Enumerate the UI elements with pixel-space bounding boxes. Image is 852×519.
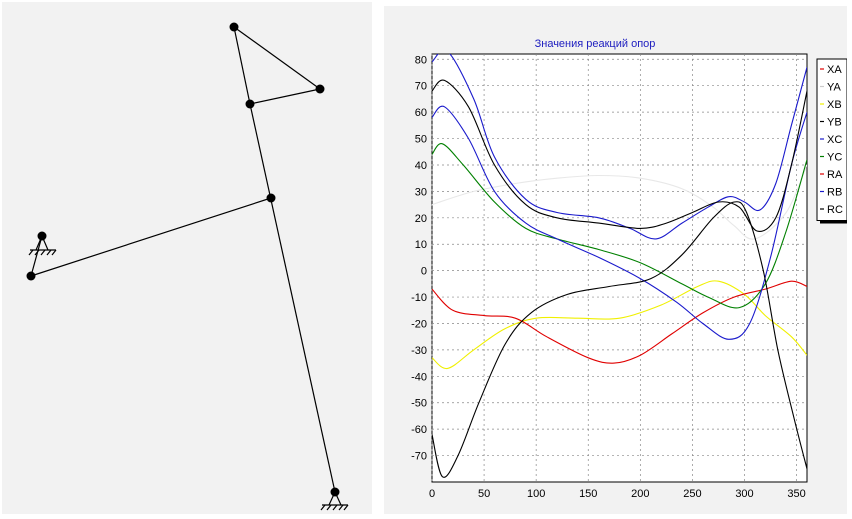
link-main-vertical (249, 103, 336, 493)
link-connecting-rod (30, 197, 272, 277)
ground-support-bottom (320, 491, 349, 511)
mechanism-diagram (2, 2, 372, 514)
y-axis-ticks: 80 70 60 50 40 30 20 10 0 -10 -20 -30 -40 -50 -60 -70 (411, 54, 427, 462)
joint-triangle-left (245, 99, 255, 109)
y-tick-label: 40 (415, 160, 427, 172)
y-tick-label: -60 (411, 424, 427, 436)
series-line-xa (432, 280, 807, 364)
joint-crank-pivot (37, 231, 47, 241)
series-line-xb (432, 280, 807, 369)
y-tick-label: 20 (415, 213, 427, 225)
x-tick-label: 200 (631, 488, 649, 500)
x-tick-label: 300 (735, 488, 753, 500)
joint-bottom-pivot (330, 487, 340, 497)
joint-crank-end (26, 271, 36, 281)
x-tick-label: 150 (579, 488, 597, 500)
x-tick-label: 350 (787, 488, 805, 500)
y-tick-label: 10 (415, 239, 427, 251)
y-tick-label: 0 (421, 266, 427, 278)
legend-label-rc: RC (827, 204, 843, 216)
series-lines (432, 54, 807, 478)
y-tick-label: -70 (411, 451, 427, 463)
series-line-rb (432, 105, 807, 340)
chart-title: Значения реакций опор (535, 38, 656, 50)
joint-top (229, 22, 239, 32)
legend: XA YA XB YB XC YC RA RB RC (816, 58, 847, 224)
joint-rod-end (266, 193, 276, 203)
y-tick-label: -30 (411, 345, 427, 357)
series-line-yc (432, 143, 807, 309)
y-tick-label: -10 (411, 292, 427, 304)
y-tick-label: 70 (415, 81, 427, 93)
legend-label-ya: YA (827, 82, 842, 94)
y-tick-label: 60 (415, 107, 427, 119)
x-tick-label: 50 (478, 488, 490, 500)
series-line-yb (432, 201, 807, 478)
grid-lines (431, 54, 807, 482)
series-line-rc (432, 79, 807, 232)
reactions-chart: Значения реакций опор 80706050403020100-… (384, 6, 847, 514)
y-tick-label: -40 (411, 371, 427, 383)
legend-label-ra: RA (827, 169, 843, 181)
legend-label-yb: YB (827, 117, 842, 129)
x-tick-label: 250 (683, 488, 701, 500)
legend-label-xb: XB (827, 99, 842, 111)
x-tick-label: 0 (429, 488, 435, 500)
y-tick-label: 30 (415, 186, 427, 198)
legend-label-yc: YC (827, 152, 842, 164)
y-tick-label: -20 (411, 318, 427, 330)
legend-label-xa: XA (827, 64, 842, 76)
x-axis-ticks: 0 50 100 150 200 250 300 350 (429, 488, 806, 500)
link-crank (30, 235, 43, 277)
link-upper-vertical (233, 26, 251, 105)
y-tick-label: 80 (415, 54, 427, 66)
link-triangle-right (249, 88, 321, 105)
series-line-xc (432, 54, 807, 240)
link-triangle-top (233, 26, 321, 90)
y-tick-label: 50 (415, 134, 427, 146)
x-tick-label: 100 (527, 488, 545, 500)
joint-triangle-right (315, 84, 325, 94)
legend-label-rb: RB (827, 187, 842, 199)
y-tick-label: -50 (411, 398, 427, 410)
legend-label-xc: XC (827, 134, 842, 146)
